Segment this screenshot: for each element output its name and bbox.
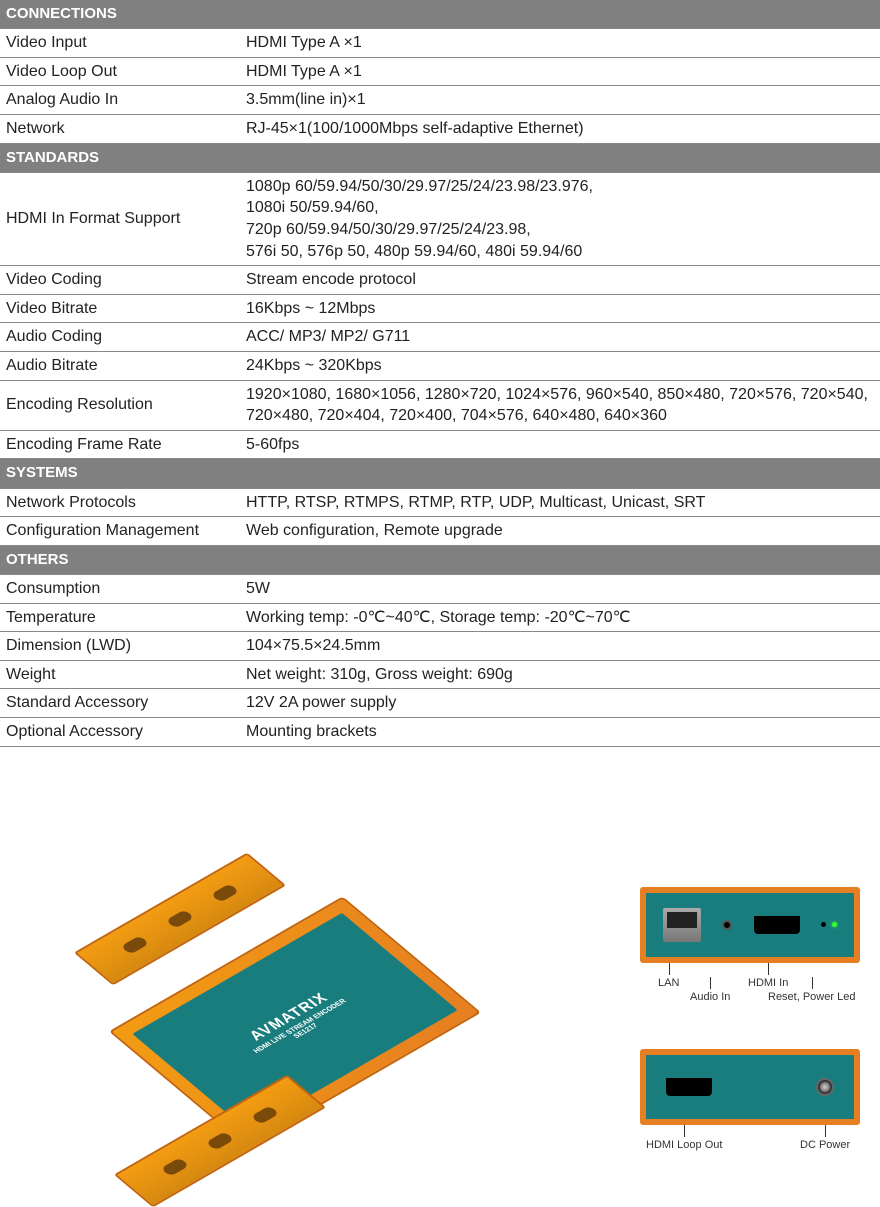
spec-row: Analog Audio In3.5mm(line in)×1 (0, 86, 880, 115)
product-images-area: AVMATRIX HDMI LIVE STREAM ENCODER SE1217 (0, 877, 880, 1207)
spec-value: 1080p 60/59.94/50/30/29.97/25/24/23.98/2… (240, 172, 880, 265)
spec-label: Weight (0, 660, 240, 689)
spec-value: 5-60fps (240, 430, 880, 459)
spec-value: 3.5mm(line in)×1 (240, 86, 880, 115)
spec-label: Audio Coding (0, 323, 240, 352)
device-isometric-view: AVMATRIX HDMI LIVE STREAM ENCODER SE1217 (20, 877, 493, 1177)
spec-value: ACC/ MP3/ MP2/ G711 (240, 323, 880, 352)
spec-value: 1920×1080, 1680×1056, 1280×720, 1024×576… (240, 380, 880, 430)
spec-value: HDMI Type A ×1 (240, 29, 880, 58)
label-hdmi-loop: HDMI Loop Out (646, 1139, 722, 1151)
spec-label: Standard Accessory (0, 689, 240, 718)
power-led-icon (832, 922, 837, 927)
spec-value: 24Kbps ~ 320Kbps (240, 352, 880, 381)
spec-value: 16Kbps ~ 12Mbps (240, 294, 880, 323)
spec-row: Network ProtocolsHTTP, RTSP, RTMPS, RTMP… (0, 488, 880, 517)
spec-row: TemperatureWorking temp: -0℃~40℃, Storag… (0, 603, 880, 632)
spec-value: Mounting brackets (240, 718, 880, 747)
section-title: CONNECTIONS (0, 0, 880, 29)
port-panels-column: LAN Audio In HDMI In Reset, Power Led HD… (523, 877, 861, 1177)
spec-value: Web configuration, Remote upgrade (240, 517, 880, 546)
section-title: STANDARDS (0, 143, 880, 172)
spec-row: Audio CodingACC/ MP3/ MP2/ G711 (0, 323, 880, 352)
spec-row: NetworkRJ-45×1(100/1000Mbps self-adaptiv… (0, 115, 880, 144)
spec-row: Configuration ManagementWeb configuratio… (0, 517, 880, 546)
spec-value: 5W (240, 575, 880, 604)
label-audio-in: Audio In (690, 991, 730, 1003)
spec-row: HDMI In Format Support1080p 60/59.94/50/… (0, 172, 880, 265)
spec-row: Dimension (LWD)104×75.5×24.5mm (0, 632, 880, 661)
spec-value: HTTP, RTSP, RTMPS, RTMP, RTP, UDP, Multi… (240, 488, 880, 517)
spec-label: Configuration Management (0, 517, 240, 546)
hdmi-in-port-icon (754, 916, 800, 934)
spec-label: Video Loop Out (0, 57, 240, 86)
spec-label: HDMI In Format Support (0, 172, 240, 265)
spec-value: 12V 2A power supply (240, 689, 880, 718)
spec-row: Video Loop OutHDMI Type A ×1 (0, 57, 880, 86)
spec-row: Encoding Resolution1920×1080, 1680×1056,… (0, 380, 880, 430)
section-title: OTHERS (0, 545, 880, 574)
lan-port-icon (663, 908, 701, 942)
spec-label: Video Bitrate (0, 294, 240, 323)
label-reset-power: Reset, Power Led (768, 991, 855, 1003)
spec-row: Encoding Frame Rate5-60fps (0, 430, 880, 459)
spec-label: Temperature (0, 603, 240, 632)
label-hdmi-in: HDMI In (748, 977, 788, 989)
spec-value: Net weight: 310g, Gross weight: 690g (240, 660, 880, 689)
spec-row: WeightNet weight: 310g, Gross weight: 69… (0, 660, 880, 689)
spec-value: 104×75.5×24.5mm (240, 632, 880, 661)
spec-row: Optional AccessoryMounting brackets (0, 718, 880, 747)
spec-label: Analog Audio In (0, 86, 240, 115)
spec-label: Optional Accessory (0, 718, 240, 747)
audio-in-jack-icon (722, 920, 732, 930)
specifications-table: CONNECTIONSVideo InputHDMI Type A ×1Vide… (0, 0, 880, 747)
rear-panel: HDMI Loop Out DC Power (640, 1049, 860, 1171)
spec-value: Working temp: -0℃~40℃, Storage temp: -20… (240, 603, 880, 632)
section-title: SYSTEMS (0, 459, 880, 488)
spec-label: Audio Bitrate (0, 352, 240, 381)
spec-label: Encoding Frame Rate (0, 430, 240, 459)
spec-row: Video Bitrate16Kbps ~ 12Mbps (0, 294, 880, 323)
spec-label: Encoding Resolution (0, 380, 240, 430)
section-header: STANDARDS (0, 143, 880, 172)
dc-power-jack-icon (816, 1078, 834, 1096)
spec-label: Consumption (0, 575, 240, 604)
spec-row: Standard Accessory12V 2A power supply (0, 689, 880, 718)
label-dc-power: DC Power (800, 1139, 850, 1151)
rear-panel-labels: HDMI Loop Out DC Power (640, 1125, 860, 1171)
label-lan: LAN (658, 977, 679, 989)
front-panel: LAN Audio In HDMI In Reset, Power Led (640, 887, 860, 1009)
front-panel-face (640, 887, 860, 963)
spec-row: Consumption5W (0, 575, 880, 604)
spec-row: Audio Bitrate24Kbps ~ 320Kbps (0, 352, 880, 381)
section-header: OTHERS (0, 545, 880, 574)
rear-panel-face (640, 1049, 860, 1125)
spec-label: Dimension (LWD) (0, 632, 240, 661)
spec-value: RJ-45×1(100/1000Mbps self-adaptive Ether… (240, 115, 880, 144)
spec-label: Video Coding (0, 266, 240, 295)
spec-value: Stream encode protocol (240, 266, 880, 295)
front-panel-labels: LAN Audio In HDMI In Reset, Power Led (640, 963, 860, 1009)
spec-label: Network (0, 115, 240, 144)
spec-label: Network Protocols (0, 488, 240, 517)
section-header: CONNECTIONS (0, 0, 880, 29)
spec-label: Video Input (0, 29, 240, 58)
hdmi-loop-out-port-icon (666, 1078, 712, 1096)
spec-row: Video InputHDMI Type A ×1 (0, 29, 880, 58)
spec-value: HDMI Type A ×1 (240, 57, 880, 86)
reset-pinhole-icon (821, 922, 826, 927)
spec-row: Video CodingStream encode protocol (0, 266, 880, 295)
section-header: SYSTEMS (0, 459, 880, 488)
